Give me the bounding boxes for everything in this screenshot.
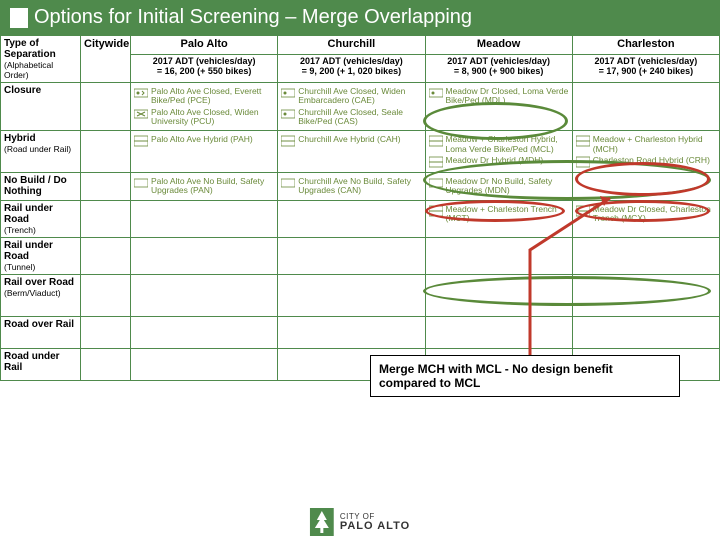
row-berm-label: Rail over Road — [4, 277, 77, 288]
row-hybrid-sub: (Road under Rail) — [4, 144, 77, 154]
cell-text: Meadow + Charleston Hybrid, Loma Verde B… — [446, 135, 569, 154]
ped-icon — [281, 87, 295, 99]
row-tunnel-sub: (Tunnel) — [4, 262, 77, 272]
header-row: Type of Separation (Alphabetical Order) … — [1, 36, 720, 55]
merge-callout: Merge MCH with MCL - No design benefit c… — [370, 355, 680, 397]
row-trench: Rail under Road(Trench) Meadow + Charles… — [1, 200, 720, 237]
row-rur-label: Road under Rail — [1, 348, 81, 380]
ped-icon — [281, 108, 295, 120]
cell-text: Churchill Ave Closed, Widen Embarcadero … — [298, 87, 421, 106]
logo-tree-icon — [310, 508, 334, 536]
row-ror-label: Road over Rail — [1, 316, 81, 348]
row-hybrid-label: Hybrid — [4, 133, 77, 144]
logo-text: CITY OF PALO ALTO — [340, 513, 410, 532]
adt-cs-2: = 17, 900 (+ 240 bikes) — [576, 67, 716, 77]
row-tunnel: Rail under Road(Tunnel) — [1, 237, 720, 274]
page-title: Options for Initial Screening – Merge Ov… — [34, 6, 472, 29]
row-trench-sub: (Trench) — [4, 225, 77, 235]
row-nobuild-label: No Build / Do Nothing — [1, 173, 81, 201]
col4-head: Meadow — [425, 36, 572, 55]
trench-icon — [429, 205, 443, 217]
ped-icon — [134, 87, 148, 99]
col3-head: Churchill — [278, 36, 425, 55]
hybrid-icon — [576, 156, 590, 168]
adt-md-2: = 8, 900 (+ 900 bikes) — [429, 67, 569, 77]
cell-text: Meadow + Charleston Trench (MCT) — [446, 205, 569, 224]
row-trench-label: Rail under Road — [4, 203, 77, 225]
row-tunnel-label: Rail under Road — [4, 240, 77, 262]
hybrid-icon — [429, 135, 443, 147]
options-table: Type of Separation (Alphabetical Order) … — [0, 35, 720, 381]
title-left-pad — [10, 8, 28, 28]
cell-text: Meadow Dr Hybrid (MDH) — [446, 156, 544, 165]
hybrid-icon — [576, 135, 590, 147]
cell-text: Meadow + Charleston Hybrid (MCH) — [593, 135, 716, 154]
row-berm: Rail over Road(Berm/Viaduct) — [1, 274, 720, 316]
cell-text: Churchill Ave No Build, Safety Upgrades … — [298, 177, 421, 196]
hybrid-icon — [429, 156, 443, 168]
nobuild-icon — [134, 177, 148, 189]
adt-ch-2: = 9, 200 (+ 1, 020 bikes) — [281, 67, 421, 77]
ped-icon — [429, 87, 443, 99]
row-berm-sub: (Berm/Viaduct) — [4, 288, 77, 298]
cell-text: Churchill Ave Closed, Seale Bike/Ped (CA… — [298, 108, 421, 127]
cell-text: Palo Alto Ave No Build, Safety Upgrades … — [151, 177, 274, 196]
row-closure: Closure Palo Alto Ave Closed, Everett Bi… — [1, 83, 720, 131]
nobuild-icon — [429, 177, 443, 189]
title-bar: Options for Initial Screening – Merge Ov… — [0, 0, 720, 35]
logo: CITY OF PALO ALTO — [310, 508, 410, 536]
row-nobuild: No Build / Do Nothing Palo Alto Ave No B… — [1, 173, 720, 201]
cell-text: Palo Alto Ave Closed, Widen University (… — [151, 108, 274, 127]
hybrid-icon — [134, 135, 148, 147]
cell-text: Churchill Ave Hybrid (CAH) — [298, 135, 400, 144]
row-hybrid: Hybrid(Road under Rail) Palo Alto Ave Hy… — [1, 131, 720, 173]
cell-text: Meadow Dr No Build, Safety Upgrades (MDN… — [446, 177, 569, 196]
col0-sub: (Alphabetical Order) — [4, 60, 77, 80]
row-road-over-rail: Road over Rail — [1, 316, 720, 348]
cell-text: Meadow Dr Closed, Charleston Trench (MCX… — [593, 205, 716, 224]
cell-text: Charleston Road Hybrid (CRH) — [593, 156, 710, 165]
adt-pa-2: = 16, 200 (+ 550 bikes) — [134, 67, 274, 77]
row-closure-label: Closure — [1, 83, 81, 131]
nobuild-icon — [281, 177, 295, 189]
cell-text: Meadow Dr Closed, Loma Verde Bike/Ped (M… — [446, 87, 569, 106]
col1-head: Citywide — [81, 36, 131, 83]
col2-head: Palo Alto — [131, 36, 278, 55]
hybrid-icon — [281, 135, 295, 147]
cell-text: Palo Alto Ave Hybrid (PAH) — [151, 135, 253, 144]
callout-text: Merge MCH with MCL - No design benefit c… — [379, 362, 613, 390]
trench-icon — [576, 205, 590, 217]
logo-line2: PALO ALTO — [340, 521, 410, 532]
closed-icon — [134, 108, 148, 120]
col5-head: Charleston — [572, 36, 719, 55]
cell-text: Palo Alto Ave Closed, Everett Bike/Ped (… — [151, 87, 274, 106]
col0-head: Type of Separation — [4, 38, 77, 60]
